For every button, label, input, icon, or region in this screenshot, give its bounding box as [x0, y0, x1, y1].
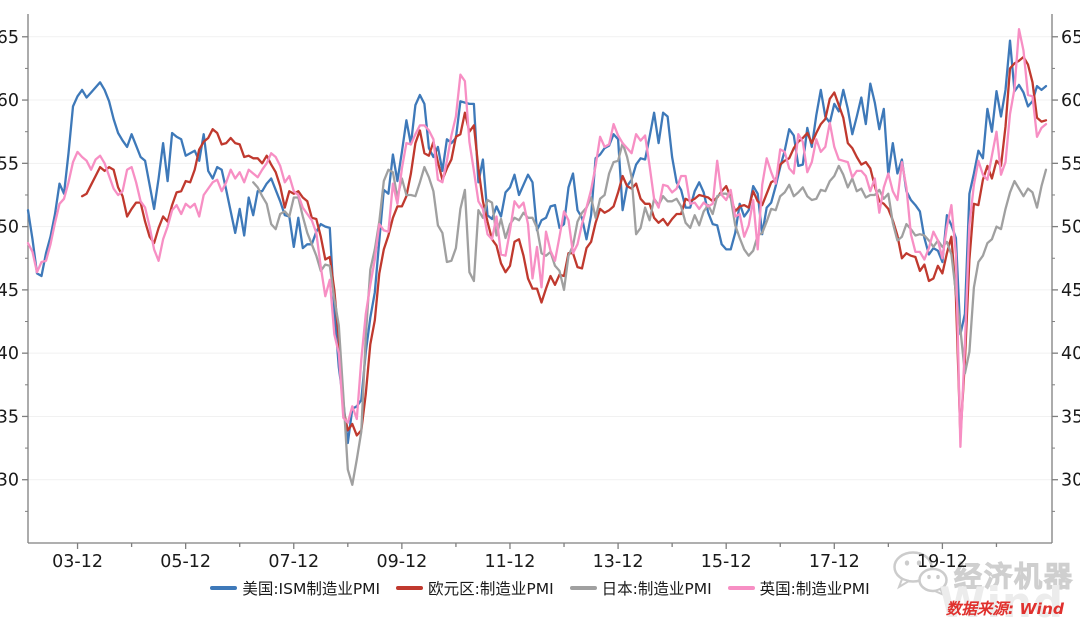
y-tick-label-right: 60: [1061, 91, 1080, 111]
x-tick-label: 19-12: [917, 552, 968, 572]
x-tick-label: 05-12: [160, 552, 211, 572]
y-tick-label-right: 45: [1061, 281, 1080, 301]
y-tick-label-left: 65: [0, 28, 19, 48]
x-tick-label: 09-12: [376, 552, 427, 572]
y-tick-label-right: 65: [1061, 28, 1080, 48]
x-tick-label: 11-12: [485, 552, 536, 572]
x-tick-label: 15-12: [701, 552, 752, 572]
y-tick-label-right: 50: [1061, 218, 1080, 238]
brand-watermark-group: 经济机器: [892, 550, 1074, 600]
series-line-japan: [252, 141, 1048, 486]
y-tick-label-left: 60: [0, 91, 19, 111]
series-line-us: [26, 39, 1048, 445]
y-tick-label-left: 50: [0, 218, 19, 238]
series-line-eurozone: [80, 55, 1048, 438]
y-tick-label-right: 30: [1061, 471, 1080, 491]
x-tick-label: 17-12: [809, 552, 860, 572]
y-tick-label-left: 30: [0, 471, 19, 491]
y-tick-label-left: 45: [0, 281, 19, 301]
wechat-icon: [892, 550, 950, 600]
x-tick-label: 03-12: [52, 552, 103, 572]
x-tick-label: 07-12: [268, 552, 319, 572]
brand-watermark-text: 经济机器: [953, 560, 1074, 594]
y-tick-label-left: 55: [0, 154, 19, 174]
y-tick-label-left: 35: [0, 407, 19, 427]
y-tick-label-right: 35: [1061, 407, 1080, 427]
x-tick-label: 13-12: [593, 552, 644, 572]
y-tick-label-right: 55: [1061, 154, 1080, 174]
y-tick-label-right: 40: [1061, 344, 1080, 364]
wind-watermark-text: Wind: [939, 578, 1064, 623]
series-line-uk: [26, 28, 1048, 448]
data-source-label: 数据来源: Wind: [945, 600, 1064, 618]
y-tick-label-left: 40: [0, 344, 19, 364]
